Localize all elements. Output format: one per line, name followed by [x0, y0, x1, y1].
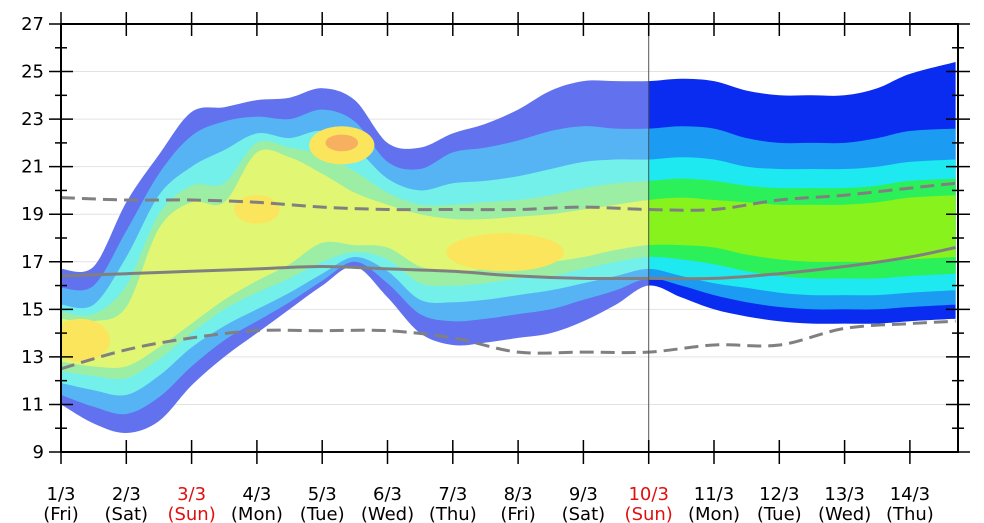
- series-lines: [61, 181, 956, 371]
- x-tick-day: (Thu): [429, 504, 477, 523]
- y-tick-label: 27: [21, 14, 44, 35]
- x-tick-day: (Sat): [562, 504, 606, 523]
- x-tick-day: (Fri): [43, 504, 79, 523]
- y-tick-label: 17: [21, 252, 44, 273]
- y-tick-label: 23: [21, 109, 44, 130]
- y-tick-label: 25: [21, 62, 44, 83]
- hotspot-7: [792, 216, 897, 236]
- x-tick-day: (Sun): [167, 504, 215, 523]
- x-tick-date: 10/3: [628, 484, 668, 505]
- x-tick-date: 6/3: [373, 484, 402, 505]
- x-tick-day: (Mon): [231, 504, 283, 523]
- y-tick-labels: 9 11 13 15 17 19 21 23 25 27: [21, 14, 44, 463]
- x-tick-date: 11/3: [694, 484, 734, 505]
- bound-line-1: [61, 181, 956, 212]
- axis-ticks: [49, 12, 970, 464]
- x-tick-day: (Tue): [300, 504, 345, 523]
- x-tick-day: (Wed): [361, 504, 414, 523]
- x-tick-day: (Mon): [688, 504, 740, 523]
- x-tick-day: (Tue): [757, 504, 802, 523]
- x-tick-day: (Sun): [625, 504, 673, 523]
- x-tick-date: 1/3: [47, 484, 76, 505]
- y-tick-label: 11: [21, 394, 44, 415]
- hotspot-2: [234, 195, 280, 224]
- x-tick-date: 8/3: [504, 484, 533, 505]
- x-tick-day: (Wed): [818, 504, 871, 523]
- median-line: [61, 246, 956, 281]
- x-tick-date: 7/3: [438, 484, 467, 505]
- x-tick-day: (Fri): [500, 504, 536, 523]
- y-tick-label: 19: [21, 204, 44, 225]
- x-tick-labels: 1/3(Fri)2/3(Sat)3/3(Sun)4/3(Mon)5/3(Tue)…: [43, 484, 934, 523]
- x-tick-date: 12/3: [759, 484, 799, 505]
- x-tick-day: (Sat): [105, 504, 149, 523]
- observed-bands: [61, 80, 648, 434]
- hotspot-1: [61, 318, 110, 362]
- x-tick-date: 5/3: [308, 484, 337, 505]
- observed-band-4: [61, 140, 648, 380]
- y-tick-label: 13: [21, 347, 44, 368]
- hotspot-4: [325, 134, 359, 152]
- x-tick-day: (Thu): [886, 504, 934, 523]
- x-tick-date: 2/3: [112, 484, 141, 505]
- y-tick-label: 15: [21, 299, 44, 320]
- x-tick-date: 14/3: [890, 484, 930, 505]
- hotspot-6: [648, 203, 666, 221]
- observed-band-5: [61, 149, 648, 369]
- bound-line-2: [61, 319, 956, 371]
- x-tick-date: 9/3: [569, 484, 598, 505]
- x-tick-date: 13/3: [824, 484, 864, 505]
- y-tick-label: 21: [21, 157, 44, 178]
- y-tick-label: 9: [33, 442, 44, 463]
- x-tick-date: 3/3: [177, 484, 206, 505]
- x-tick-date: 4/3: [242, 484, 271, 505]
- hotspot-5: [446, 233, 564, 272]
